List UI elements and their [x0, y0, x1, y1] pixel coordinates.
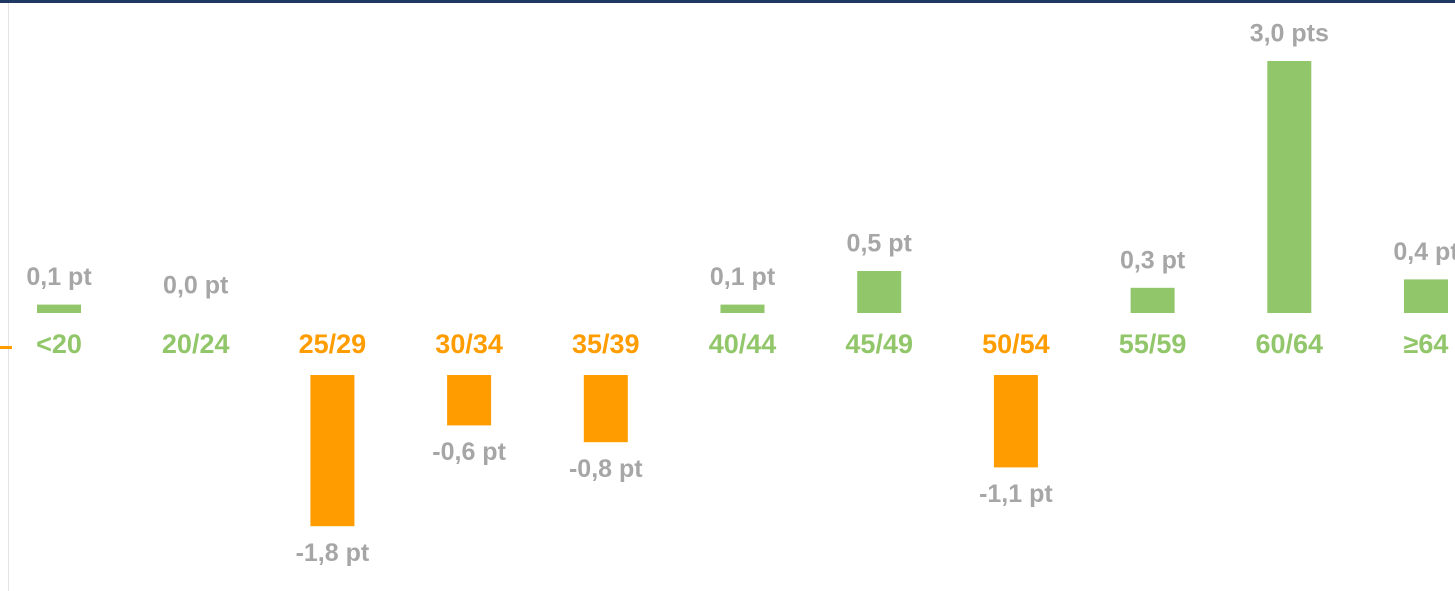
category-label: 20/24 [162, 329, 230, 359]
value-label: -0,6 pt [432, 438, 506, 466]
category-label: ≥64 [1404, 329, 1449, 359]
bar [1267, 61, 1312, 313]
value-label: 0,5 pt [847, 230, 913, 258]
bar [1404, 279, 1448, 313]
value-label: 0,0 pt [163, 272, 229, 300]
value-label: -1,8 pt [296, 539, 370, 567]
category-label: 30/34 [435, 329, 503, 359]
bar [857, 271, 902, 313]
value-label: 0,1 pt [26, 263, 92, 291]
category-label: 60/64 [1256, 329, 1324, 359]
value-label: 3,0 pts [1250, 20, 1329, 48]
category-label: <20 [36, 329, 82, 359]
left-marker [0, 346, 12, 349]
category-label: 40/44 [709, 329, 777, 359]
bar [37, 304, 81, 313]
bar [447, 375, 492, 426]
value-label: -1,1 pt [979, 480, 1053, 508]
category-label: 25/29 [299, 329, 367, 359]
value-label: 0,3 pt [1120, 246, 1186, 274]
bar [1130, 287, 1175, 313]
bar [310, 375, 355, 527]
bar [993, 375, 1038, 468]
category-label: 45/49 [845, 329, 913, 359]
bar [720, 304, 765, 313]
category-label: 50/54 [982, 329, 1050, 359]
category-label: 35/39 [572, 329, 640, 359]
value-label: 0,1 pt [710, 263, 776, 291]
category-label: 55/59 [1119, 329, 1187, 359]
bar [583, 375, 628, 443]
value-label: -0,8 pt [569, 455, 643, 483]
top-border [0, 0, 1455, 3]
value-label: 0,4 pt [1393, 238, 1455, 266]
